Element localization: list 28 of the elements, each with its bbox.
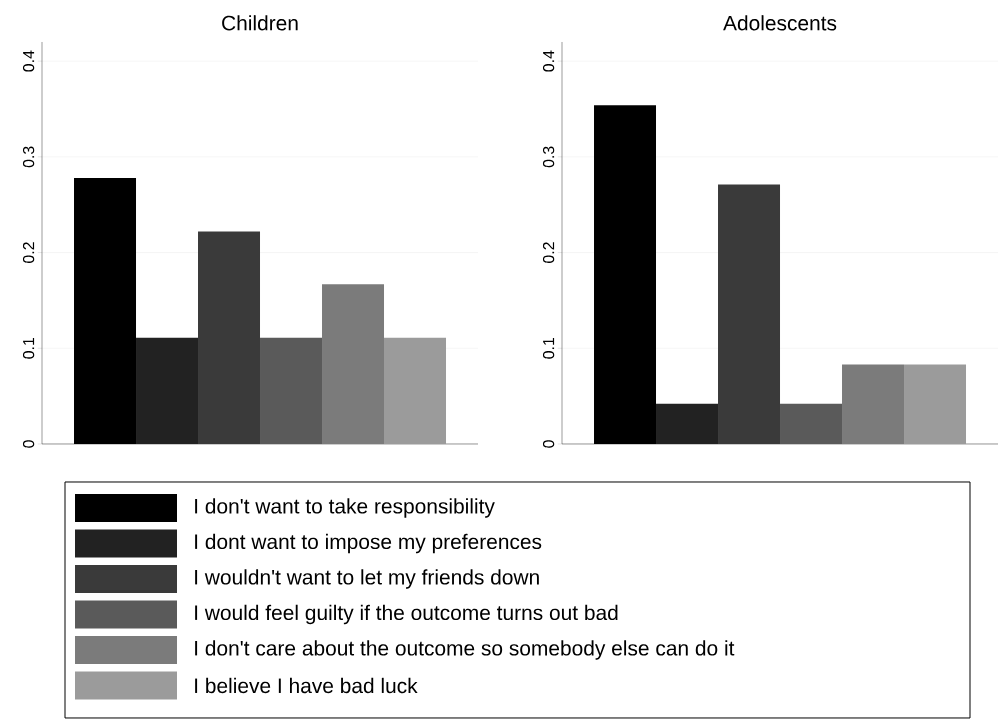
bar [780,403,843,444]
bar [842,364,905,444]
legend-label: I don't care about the outcome so somebody else can do it [195,640,735,660]
bar [198,231,261,444]
legend-label: I believe I have bad luck [195,677,418,694]
bar [260,337,323,444]
y-tick-label: 0.3 [542,146,555,168]
chart-title: Children [222,15,298,31]
y-tick-label: 0.3 [22,146,35,168]
legend-label: I don't want to take responsibility [195,498,495,518]
y-tick-label: 0.2 [22,242,35,264]
bar [136,337,199,444]
bar [904,364,967,444]
y-tick-label: 0.1 [542,337,555,359]
legend-label: I would feel guilty if the outcome turns out bad [195,604,618,625]
bar [656,403,719,444]
legend-label: I wouldn't want to let my friends down [195,569,539,589]
y-tick-label: 0.4 [542,50,555,72]
bar [322,284,385,444]
y-tick-label: 0 [542,440,555,448]
bar [384,337,447,444]
y-tick-label: 0.2 [542,242,555,264]
y-tick-label: 0 [22,440,35,448]
y-tick-label: 0.1 [22,337,35,359]
y-tick-label: 0.4 [22,50,35,72]
bar [718,184,781,444]
chart-title: Adolescents [723,15,837,31]
legend-label: I dont want to impose my preferences [195,533,542,554]
